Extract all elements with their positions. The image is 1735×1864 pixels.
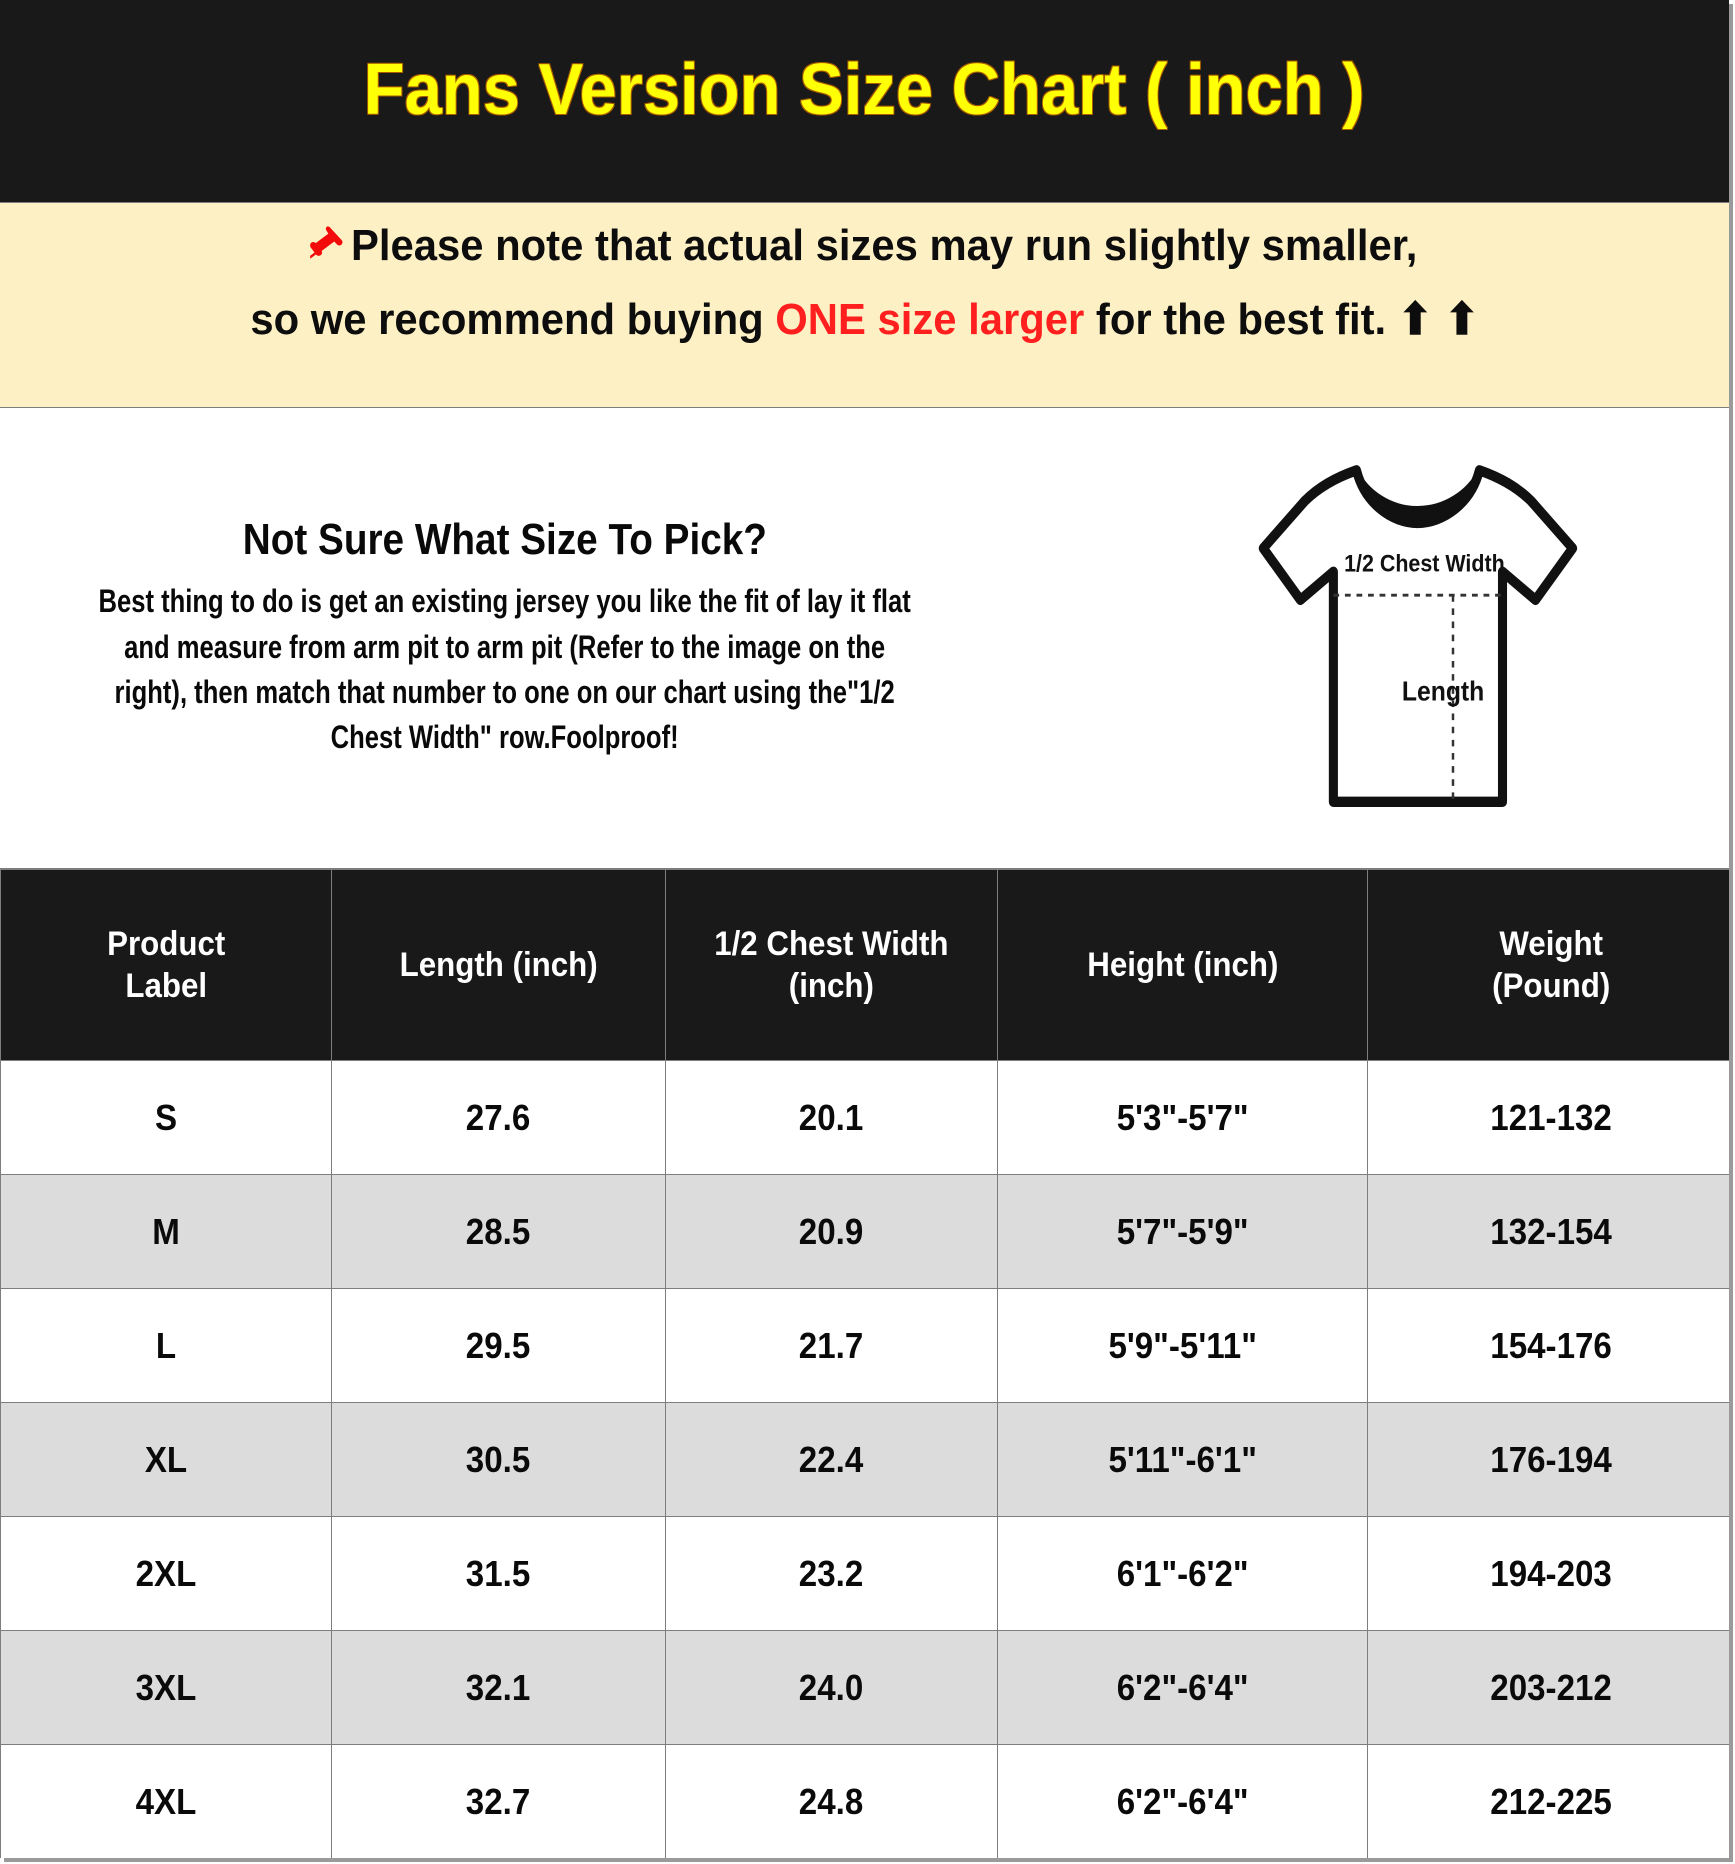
svg-text:1/2 Chest Width: 1/2 Chest Width (1344, 549, 1505, 577)
svg-text:Length: Length (1402, 675, 1484, 707)
